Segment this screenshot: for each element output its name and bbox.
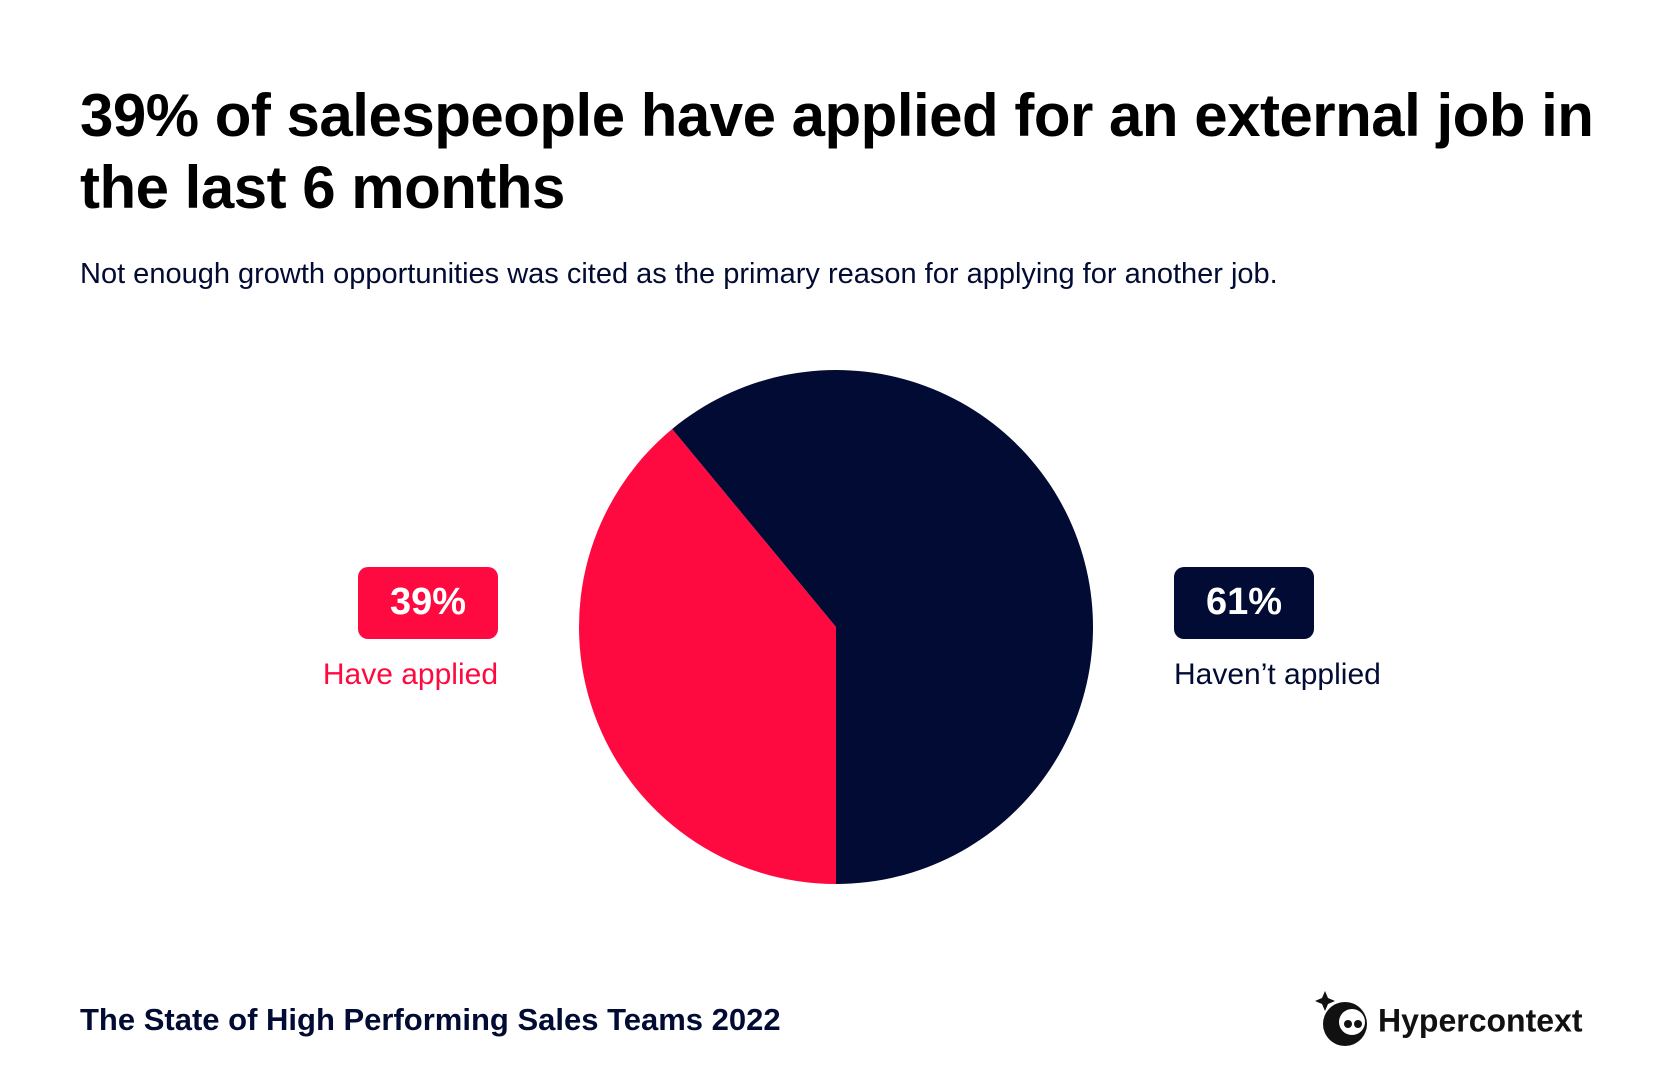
chart-title: 39% of salespeople have applied for an e… [80,82,1594,221]
data-label: 61% [1206,581,1282,623]
pie-slice [672,369,1094,884]
brand-logo [1315,991,1367,1046]
category-label: Have applied [323,658,498,691]
brand-name: Hypercontext [1378,1002,1583,1038]
chart-subtitle: Not enough growth opportunities was cite… [80,258,1278,290]
label-box [1174,567,1314,639]
pie-slice [578,428,836,884]
data-label: 39% [390,581,466,623]
footer-source: The State of High Performing Sales Teams… [80,1002,781,1037]
category-label: Haven’t applied [1174,658,1381,691]
label-box [358,567,498,639]
pie [578,369,1094,884]
